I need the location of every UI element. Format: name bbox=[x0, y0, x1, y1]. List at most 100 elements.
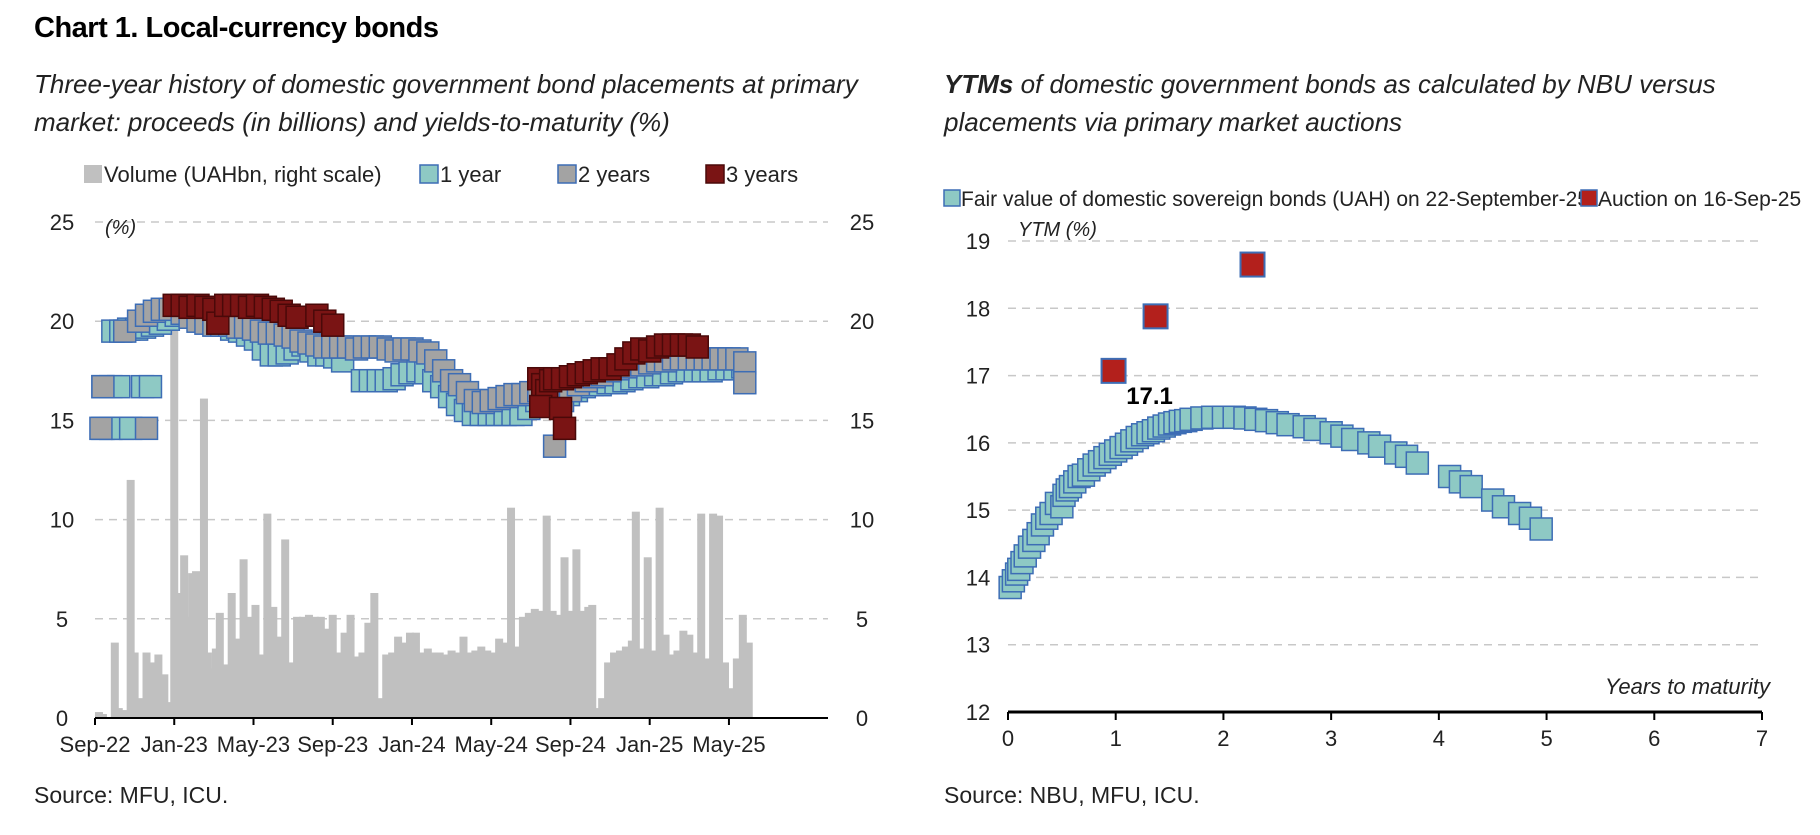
volume-bar bbox=[572, 549, 581, 718]
volume-bar bbox=[726, 688, 735, 718]
volume-bar bbox=[435, 652, 444, 718]
left-y-tick-label: 5 bbox=[56, 607, 68, 632]
left-chart-source: Source: MFU, ICU. bbox=[34, 782, 229, 808]
right-y-tick-label: 18 bbox=[966, 296, 990, 321]
volume-bar bbox=[192, 571, 201, 718]
volume-bar bbox=[358, 652, 367, 718]
right-subtitle-bold: YTMs bbox=[944, 69, 1014, 99]
volume-bar bbox=[239, 559, 248, 718]
left-y2-tick-label: 5 bbox=[856, 607, 868, 632]
right-y-axis-label: YTM (%) bbox=[1018, 219, 1097, 241]
volume-bar bbox=[604, 662, 613, 718]
left-y-tick-label: 0 bbox=[56, 706, 68, 731]
volume-bar bbox=[429, 652, 438, 718]
fair-value-marker bbox=[1529, 517, 1553, 541]
legend-volume-swatch bbox=[84, 165, 102, 183]
volume-bar bbox=[483, 650, 492, 718]
volume-bar bbox=[142, 652, 151, 718]
volume-bar bbox=[738, 614, 747, 718]
volume-bar bbox=[227, 593, 236, 718]
volume-bar bbox=[275, 636, 284, 718]
volume-bar bbox=[136, 698, 145, 718]
volume-bar bbox=[251, 604, 260, 718]
volume-bar bbox=[610, 652, 619, 718]
volume-bar bbox=[524, 612, 533, 718]
right-x-tick-label: 5 bbox=[1540, 726, 1552, 751]
volume-bar bbox=[560, 557, 569, 718]
right-y-tick-label: 17 bbox=[966, 364, 990, 389]
volume-bar bbox=[120, 710, 129, 718]
two-year-marker bbox=[733, 351, 757, 375]
volume-bar bbox=[554, 614, 563, 718]
volume-bar bbox=[269, 606, 278, 718]
three-year-marker bbox=[685, 335, 709, 359]
legend-2-years-swatch bbox=[557, 164, 577, 184]
volume-bar bbox=[340, 632, 349, 718]
volume-bar bbox=[299, 616, 308, 718]
volume-bar bbox=[310, 616, 319, 718]
page-title: Chart 1. Local-currency bonds bbox=[34, 12, 439, 44]
volume-bar bbox=[388, 652, 397, 718]
left-x-tick-label: Jan-25 bbox=[616, 732, 683, 757]
right-x-tick-label: 4 bbox=[1433, 726, 1445, 751]
volume-bar bbox=[126, 479, 135, 718]
volume-bar bbox=[715, 515, 724, 718]
two-year-marker bbox=[91, 374, 115, 399]
volume-bar bbox=[495, 638, 504, 718]
legend-fair-value-label: Fair value of domestic sovereign bonds (… bbox=[961, 188, 1589, 211]
volume-bar bbox=[744, 642, 753, 718]
volume-bar bbox=[322, 628, 331, 718]
one-year-marker bbox=[138, 374, 163, 399]
three-year-marker bbox=[528, 394, 553, 419]
left-x-tick-label: Sep-22 bbox=[60, 732, 131, 757]
volume-bar bbox=[411, 632, 420, 718]
volume-bar bbox=[233, 638, 242, 718]
volume-bar bbox=[621, 646, 630, 718]
three-year-marker bbox=[285, 305, 309, 329]
fair-value-marker bbox=[1405, 451, 1430, 475]
left-y2-tick-label: 0 bbox=[856, 706, 868, 731]
volume-bar bbox=[245, 616, 254, 718]
volume-bar bbox=[588, 604, 597, 718]
volume-bar bbox=[453, 652, 462, 718]
legend-1-year-swatch bbox=[419, 164, 439, 184]
volume-bar bbox=[720, 662, 729, 718]
left-x-tick-label: Sep-23 bbox=[297, 732, 368, 757]
volume-bar bbox=[170, 305, 179, 718]
three-year-marker bbox=[320, 313, 345, 337]
volume-bar bbox=[364, 622, 373, 718]
right-x-axis-label: Years to maturity bbox=[1605, 674, 1772, 699]
left-x-tick-label: May-24 bbox=[455, 732, 528, 757]
right-y-tick-label: 19 bbox=[966, 229, 990, 254]
volume-bar bbox=[293, 616, 302, 718]
volume-bar bbox=[423, 648, 432, 718]
volume-bar bbox=[703, 658, 712, 718]
volume-bar bbox=[691, 652, 700, 718]
legend-auction-swatch bbox=[1580, 189, 1598, 207]
volume-bar bbox=[661, 634, 670, 718]
left-y-tick-label: 10 bbox=[50, 508, 74, 533]
right-chart-subtitle: YTMs of domestic government bonds as cal… bbox=[944, 65, 1804, 141]
auction-marker bbox=[1100, 357, 1127, 384]
volume-bar bbox=[441, 654, 450, 718]
volume-bar bbox=[394, 636, 403, 718]
left-y2-tick-label: 25 bbox=[850, 210, 874, 235]
left-x-tick-label: Sep-24 bbox=[535, 732, 606, 757]
three-year-marker bbox=[548, 396, 573, 421]
volume-bar bbox=[110, 642, 119, 718]
volume-bar bbox=[148, 662, 157, 718]
left-y2-tick-label: 10 bbox=[850, 508, 874, 533]
volume-bar bbox=[334, 652, 343, 718]
right-x-tick-label: 3 bbox=[1325, 726, 1337, 751]
volume-bar bbox=[281, 539, 290, 718]
volume-bar bbox=[685, 634, 694, 718]
volume-bar bbox=[471, 650, 480, 718]
left-y-tick-label: 25 bbox=[50, 210, 74, 235]
volume-bar bbox=[154, 654, 163, 718]
legend-volume-label: Volume (UAHbn, right scale) bbox=[104, 162, 382, 187]
auction-marker bbox=[1239, 251, 1266, 278]
volume-bar bbox=[130, 652, 139, 718]
volume-bar bbox=[221, 664, 230, 718]
volume-bar bbox=[215, 612, 224, 718]
right-x-tick-label: 6 bbox=[1648, 726, 1660, 751]
